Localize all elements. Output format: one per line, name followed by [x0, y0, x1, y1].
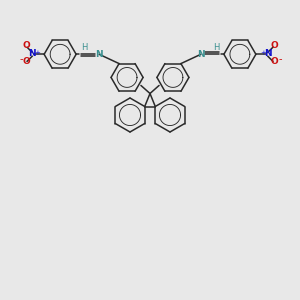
- Text: O: O: [22, 41, 30, 50]
- Text: N: N: [28, 49, 36, 58]
- Text: +: +: [34, 50, 40, 56]
- Text: O: O: [270, 41, 278, 50]
- Text: -: -: [20, 54, 23, 64]
- Text: O: O: [270, 57, 278, 66]
- Text: H: H: [213, 43, 219, 52]
- Text: N: N: [197, 50, 205, 59]
- Text: +: +: [260, 50, 266, 56]
- Text: -: -: [278, 54, 282, 64]
- Text: N: N: [264, 49, 272, 58]
- Text: N: N: [95, 50, 103, 59]
- Text: O: O: [22, 57, 30, 66]
- Text: H: H: [81, 43, 87, 52]
